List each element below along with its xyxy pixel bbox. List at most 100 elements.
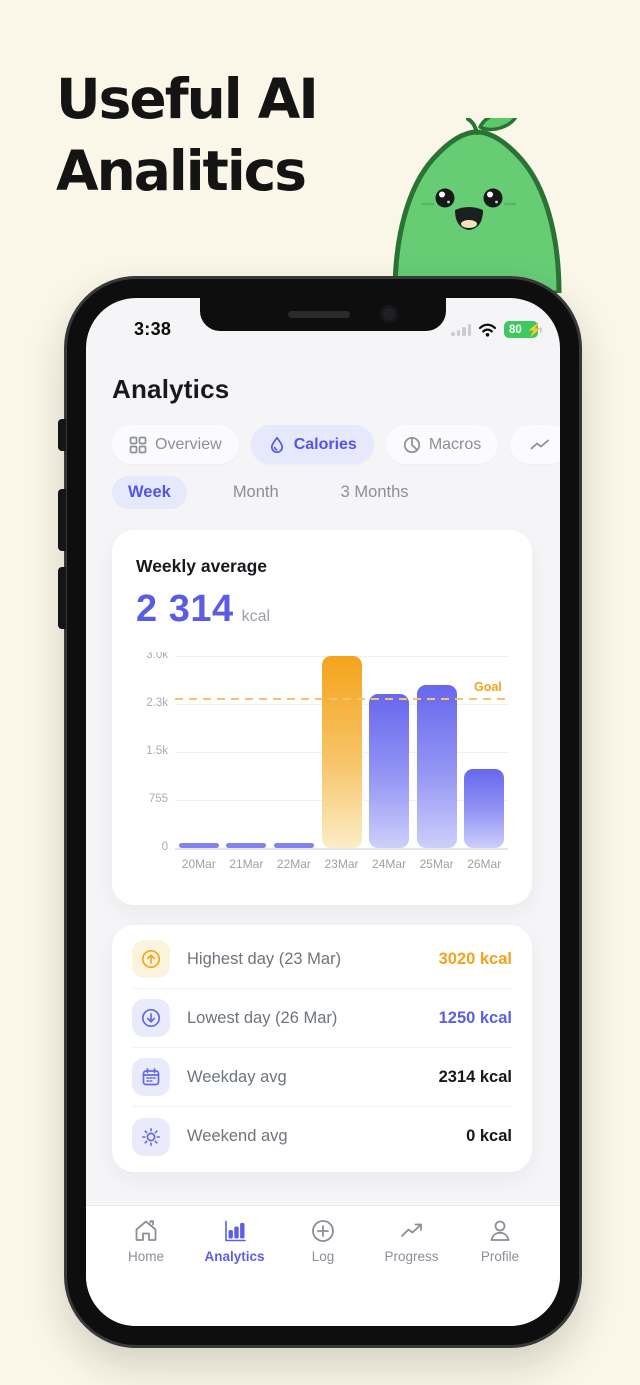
- person-icon: [490, 1220, 510, 1241]
- nav-label: Home: [127, 1249, 164, 1264]
- tab-label: Overview: [155, 435, 222, 453]
- category-tabs: Overview Calories Macros: [112, 425, 560, 464]
- stat-value: 0 kcal: [466, 1127, 512, 1145]
- tab-macros[interactable]: Macros: [385, 425, 499, 464]
- stat-value: 3020 kcal: [438, 949, 512, 968]
- tab-label: Macros: [428, 435, 482, 453]
- weekly-average-unit: kcal: [241, 608, 271, 625]
- mute-switch: [58, 419, 66, 451]
- mascot-leaf-icon: [478, 118, 518, 132]
- nav-progress[interactable]: Progress: [376, 1218, 448, 1264]
- mascot-eye-left: [435, 188, 455, 208]
- charging-bolt-icon: ⚡: [526, 322, 543, 337]
- stat-value: 2314 kcal: [438, 1067, 512, 1086]
- calories-bar-chart: 0 755 1.5k 2.3k 3.0k 20Mar 21Mar 22Mar 23Mar 24Ma…: [128, 652, 520, 884]
- stat-label: Weekday avg: [187, 1067, 287, 1086]
- mascot-eye-right: [483, 188, 503, 208]
- tab-trends[interactable]: [510, 425, 560, 464]
- range-week[interactable]: Week: [112, 476, 187, 509]
- mascot-pear-character: [392, 118, 562, 293]
- hero-title-line1: Useful AI: [56, 67, 319, 131]
- trend-arrow-icon: [400, 1223, 422, 1237]
- y-axis-tick-label: 0: [161, 841, 168, 853]
- range-3months[interactable]: 3 Months: [340, 483, 409, 501]
- notch: [200, 298, 446, 331]
- pie-icon: [403, 436, 420, 453]
- page-title: Analytics: [112, 374, 230, 404]
- range-selector: Week Month 3 Months: [112, 476, 425, 509]
- nav-analytics[interactable]: Analytics: [199, 1218, 271, 1264]
- chart-bar: [321, 656, 362, 848]
- mascot-teeth: [461, 220, 477, 228]
- nav-label: Profile: [480, 1249, 520, 1264]
- chart-bar: [178, 843, 219, 848]
- chart-bar: [226, 843, 267, 848]
- stat-row-weekend-avg: Weekend avg 0 kcal: [132, 1107, 512, 1166]
- stat-label: Weekend avg: [187, 1127, 288, 1145]
- signal-bars-icon: [451, 323, 471, 336]
- chart-gridline: [175, 848, 508, 850]
- hero-title: Useful AI Analitics: [56, 64, 319, 207]
- arrow-down-circle-icon: [132, 999, 170, 1037]
- stat-row-highest-day: Highest day (23 Mar) 3020 kcal: [132, 930, 512, 989]
- phone-frame: 3:38 80 ⚡ Analytics: [58, 276, 582, 1348]
- volume-up-button: [58, 489, 66, 551]
- goal-label: Goal: [474, 679, 502, 694]
- mascot-stem: [466, 118, 479, 135]
- front-camera: [380, 305, 398, 323]
- x-axis-tick-label: 23Mar: [324, 857, 359, 871]
- range-month[interactable]: Month: [232, 483, 279, 501]
- stat-label: Lowest day (26 Mar): [187, 1008, 338, 1027]
- trend-icon: [530, 439, 550, 449]
- nav-label: Progress: [384, 1249, 439, 1264]
- chart-bar: [416, 684, 457, 848]
- nav-profile[interactable]: Profile: [464, 1218, 536, 1264]
- status-time: 3:38: [134, 319, 172, 339]
- flame-icon: [270, 436, 283, 453]
- calendar-icon: [132, 1058, 170, 1096]
- nav-label: Analytics: [204, 1249, 265, 1264]
- y-axis-tick-label: 755: [148, 793, 168, 805]
- x-axis-tick-label: 22Mar: [276, 857, 311, 871]
- stat-label: Highest day (23 Mar): [187, 949, 342, 968]
- y-axis-tick-label: 2.3k: [146, 697, 168, 709]
- home-icon: [135, 1220, 157, 1241]
- nav-label: Log: [311, 1249, 335, 1264]
- phone-screen: 3:38 80 ⚡ Analytics: [86, 298, 560, 1326]
- weekly-average-value: 2 314: [136, 588, 234, 630]
- y-axis-tick-label: 3.0k: [146, 652, 168, 661]
- bottom-nav: Home Analytics Log: [86, 1205, 560, 1326]
- arrow-up-circle-icon: [132, 940, 170, 978]
- x-axis-tick-label: 25Mar: [419, 857, 454, 871]
- nav-log[interactable]: Log: [287, 1218, 359, 1264]
- weekly-average-card: Weekly average 2 314 kcal 0 755 1.5k 2.3k 3.…: [112, 530, 532, 905]
- grid-icon: [129, 436, 147, 453]
- x-axis-tick-label: 24Mar: [372, 857, 407, 871]
- plus-circle-icon: [312, 1220, 334, 1242]
- hero-title-line2: Analitics: [56, 138, 307, 203]
- battery-icon: 80 ⚡: [504, 321, 543, 338]
- tab-label: Calories: [293, 435, 357, 453]
- y-axis-tick-label: 1.5k: [146, 745, 168, 757]
- battery-percent: 80: [504, 321, 538, 338]
- chart-bar: [464, 768, 505, 848]
- stat-value: 1250 kcal: [438, 1008, 512, 1027]
- stats-card: Highest day (23 Mar) 3020 kcal Lowest da…: [112, 925, 532, 1172]
- chart-bar: [369, 694, 410, 848]
- speaker-grill: [288, 311, 350, 318]
- x-axis-tick-label: 26Mar: [467, 857, 502, 871]
- wifi-icon: [478, 323, 497, 337]
- tab-overview[interactable]: Overview: [112, 425, 239, 464]
- tab-calories[interactable]: Calories: [250, 425, 374, 464]
- goal-line: [175, 697, 508, 701]
- status-bar: 3:38 80 ⚡: [86, 318, 560, 344]
- sun-icon: [132, 1117, 170, 1156]
- volume-down-button: [58, 567, 66, 629]
- bar-chart-icon: [224, 1220, 246, 1242]
- stat-row-lowest-day: Lowest day (26 Mar) 1250 kcal: [132, 989, 512, 1048]
- card-title: Weekly average: [136, 556, 268, 576]
- x-axis-tick-label: 21Mar: [229, 857, 264, 871]
- nav-home[interactable]: Home: [110, 1218, 182, 1264]
- chart-bar: [273, 843, 314, 848]
- stat-row-weekday-avg: Weekday avg 2314 kcal: [132, 1048, 512, 1107]
